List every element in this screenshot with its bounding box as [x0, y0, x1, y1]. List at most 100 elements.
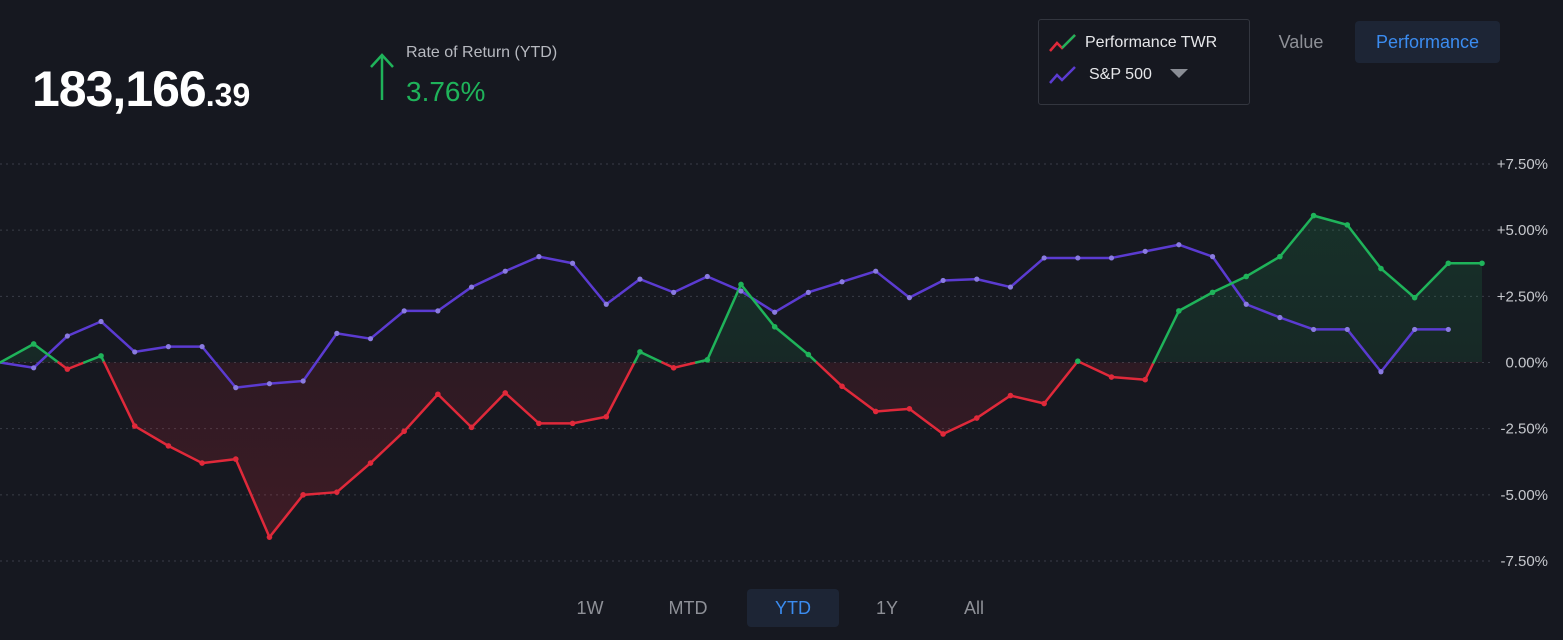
range-mtd[interactable]: MTD — [668, 598, 708, 618]
twr-point — [1243, 273, 1250, 280]
sp500-point — [603, 301, 609, 307]
performance-toggle-button[interactable]: Performance — [1355, 21, 1500, 63]
sp500-point — [1378, 369, 1384, 375]
twr-point — [637, 349, 643, 355]
range-1w[interactable]: 1W — [576, 598, 604, 618]
twr-segment — [874, 407, 911, 413]
sp500-point — [435, 308, 441, 314]
twr-point — [1445, 260, 1452, 267]
twr-point — [1378, 265, 1384, 272]
twr-segment — [167, 444, 204, 465]
twr-segment — [1278, 214, 1315, 258]
twr-segment — [638, 350, 664, 364]
y-tick-label: -7.50% — [1500, 553, 1548, 570]
twr-point — [435, 391, 441, 398]
sp500-series-line — [0, 243, 1449, 389]
portfolio-balance: 183,166.39 — [32, 60, 250, 118]
sp500-point — [738, 288, 744, 294]
sp500-point — [199, 344, 205, 350]
twr-segment — [605, 361, 636, 419]
twr-point — [1209, 289, 1216, 296]
twr-segment — [335, 461, 372, 494]
twr-segment — [503, 391, 541, 425]
rate-of-return-label: Rate of Return (YTD) — [406, 44, 558, 61]
twr-point — [536, 420, 542, 427]
sp500-point — [1075, 255, 1081, 261]
twr-point — [266, 534, 273, 540]
twr-point — [232, 456, 239, 462]
range-ytd[interactable]: YTD — [747, 589, 839, 627]
twr-segment — [706, 283, 743, 362]
twr-segment — [773, 325, 810, 356]
performance-fill — [0, 215, 1482, 538]
sp500-point — [502, 268, 508, 274]
sp500-point — [165, 344, 172, 350]
twr-segment — [672, 361, 698, 370]
twr-point — [1479, 260, 1485, 267]
twr-point — [839, 383, 845, 390]
sp500-point — [974, 276, 980, 282]
y-tick-label: +2.50% — [1497, 288, 1548, 305]
range-1y[interactable]: 1Y — [875, 598, 899, 618]
twr-segment — [268, 493, 305, 539]
twr-segment — [369, 430, 406, 465]
performance-twr-line — [0, 214, 1484, 539]
twr-point — [1007, 392, 1014, 399]
y-tick-label: 0.00% — [1505, 355, 1548, 372]
twr-segment — [66, 361, 86, 371]
twr-segment — [301, 490, 339, 497]
sp500-point — [1243, 301, 1249, 307]
twr-point — [569, 420, 576, 427]
benchmark-dropdown-caret-icon[interactable] — [1170, 69, 1188, 78]
twr-point — [906, 406, 913, 412]
twr-segment — [1379, 267, 1416, 299]
sp500-point — [132, 349, 138, 355]
balance-cents: .39 — [205, 77, 251, 113]
sp500-point — [1108, 255, 1115, 261]
twr-point — [1411, 294, 1418, 301]
twr-segment — [1346, 223, 1383, 270]
twr-point — [1142, 376, 1148, 383]
y-tick-label: -5.00% — [1500, 487, 1548, 504]
twr-segment — [739, 283, 776, 329]
chart-points — [30, 212, 1485, 540]
twr-segment — [402, 393, 440, 433]
twr-segment — [1042, 361, 1079, 405]
rate-of-return-value: 3.76% — [406, 76, 486, 107]
arrow-up-icon — [370, 53, 394, 100]
twr-segment — [1312, 214, 1349, 227]
twr-point — [1108, 374, 1115, 380]
twr-segment — [1110, 375, 1147, 381]
twr-point — [468, 424, 475, 431]
twr-point — [738, 281, 744, 288]
twr-segment — [1143, 361, 1155, 381]
twr-point — [771, 323, 778, 330]
twr-segment — [941, 416, 979, 436]
sp500-point — [1041, 255, 1047, 261]
line-chart-icon — [1049, 66, 1076, 84]
y-tick-label: +5.00% — [1497, 222, 1548, 239]
twr-point — [1344, 222, 1351, 228]
negative-area — [0, 362, 1482, 538]
twr-point — [502, 390, 509, 396]
twr-point — [1176, 308, 1182, 314]
twr-segment — [102, 361, 136, 428]
twr-point — [670, 364, 677, 371]
sp500-point — [1445, 326, 1451, 333]
twr-point — [872, 408, 879, 415]
value-toggle-button[interactable]: Value — [1278, 32, 1324, 52]
twr-point — [98, 353, 104, 359]
twr-segment — [1152, 309, 1181, 364]
sp500-point — [300, 378, 306, 384]
twr-point — [1075, 358, 1081, 364]
twr-segment — [1244, 255, 1282, 278]
sp500-point — [31, 365, 37, 371]
sp500-point — [536, 254, 542, 260]
sp500-point — [1310, 326, 1317, 333]
sp500-point — [98, 318, 104, 325]
twr-point — [300, 492, 306, 498]
range-all[interactable]: All — [963, 598, 984, 618]
chart-legend: Performance TWR S&P 500 — [1038, 19, 1250, 105]
sp500-point — [1412, 326, 1418, 333]
sp500-point — [64, 333, 70, 339]
